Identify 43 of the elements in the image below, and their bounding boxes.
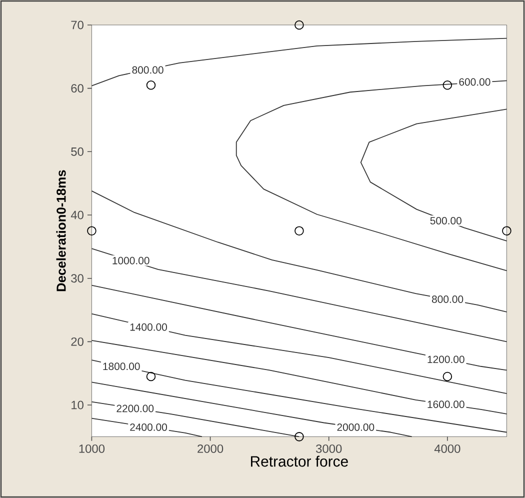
point xyxy=(146,372,156,382)
line-series xyxy=(91,284,508,371)
annotation: 1800.00 xyxy=(103,362,140,370)
annotation: 800.00 xyxy=(432,296,464,303)
annotation: 2400.00 xyxy=(130,423,167,431)
line-series xyxy=(91,313,508,394)
point xyxy=(502,226,512,236)
annotation: 1200.00 xyxy=(428,356,464,364)
y-tick-label: 10 xyxy=(72,400,84,410)
y-axis-title: Deceleration0-18ms xyxy=(56,170,66,292)
annotation: 2000.00 xyxy=(337,423,374,431)
annotation: 1600.00 xyxy=(428,400,464,408)
line-series xyxy=(91,382,412,438)
y-tick-label: 60 xyxy=(71,84,84,93)
x-tick-label: 1000 xyxy=(79,444,105,453)
point xyxy=(294,226,304,236)
line-series xyxy=(91,248,508,342)
annotation: 1000.00 xyxy=(112,256,150,264)
annotation: 1400.00 xyxy=(130,323,167,331)
y-tick-label: 30 xyxy=(71,274,84,283)
annotation: 2200.00 xyxy=(116,404,154,412)
point xyxy=(294,432,304,442)
line-series xyxy=(236,80,508,272)
x-axis-title: Retractor force xyxy=(251,456,348,467)
point xyxy=(87,226,96,236)
line-series xyxy=(91,190,508,312)
y-tick-label: 40 xyxy=(70,210,84,220)
y-tick-label: 70 xyxy=(71,20,84,30)
point xyxy=(294,20,304,30)
line-series xyxy=(91,38,508,86)
point xyxy=(146,80,156,90)
line-series xyxy=(360,108,508,242)
point xyxy=(442,80,452,90)
x-tick-label: 3000 xyxy=(316,444,342,453)
y-tick-label: 50 xyxy=(71,147,84,156)
annotation: 600.00 xyxy=(459,78,490,86)
y-tick-label: 20 xyxy=(71,337,84,346)
x-tick-label: 2000 xyxy=(198,444,224,453)
point xyxy=(442,372,452,382)
x-tick-label: 4000 xyxy=(434,444,460,453)
line-series xyxy=(91,340,508,414)
annotation: 500.00 xyxy=(430,217,462,224)
annotation: 800.00 xyxy=(132,66,164,74)
